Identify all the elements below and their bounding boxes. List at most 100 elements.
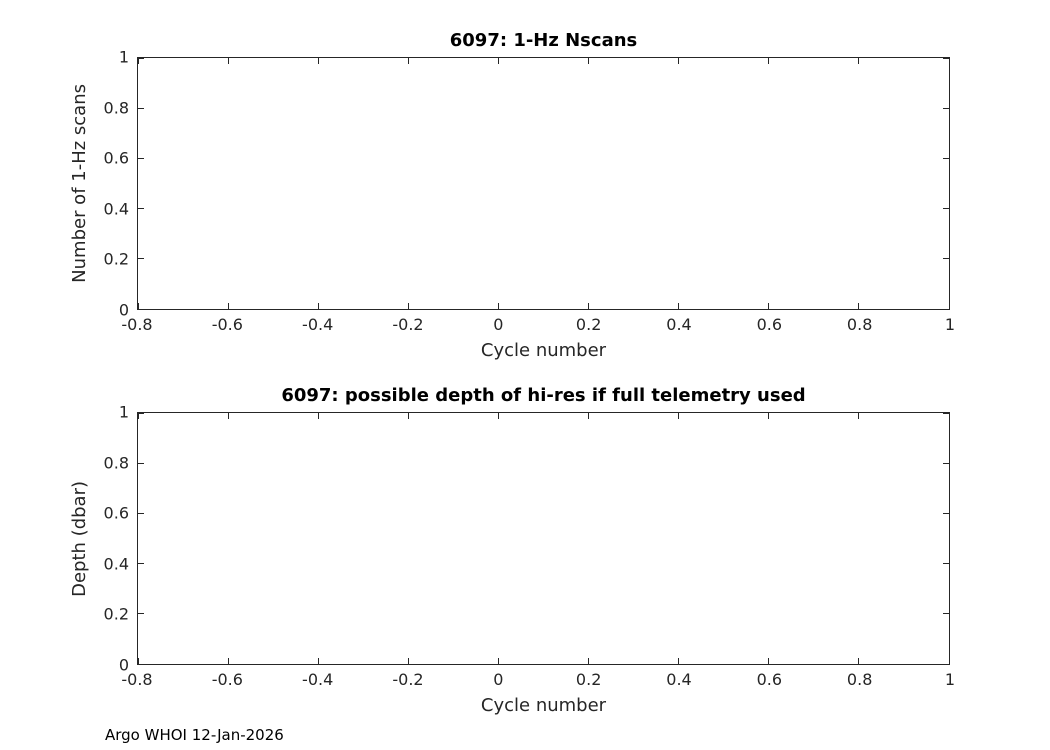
y-tick-mark bbox=[943, 107, 949, 109]
x-tick-mark bbox=[858, 413, 860, 419]
y-tick-mark bbox=[138, 107, 144, 109]
y-tick-label: 0.6 bbox=[103, 148, 129, 168]
x-tick-mark bbox=[948, 413, 950, 419]
y-tick-mark bbox=[943, 512, 949, 514]
x-tick-mark bbox=[768, 413, 770, 419]
x-tick-label: 0.6 bbox=[756, 315, 783, 334]
y-tick-mark bbox=[138, 258, 144, 260]
x-tick-mark bbox=[407, 658, 409, 664]
x-tick-mark bbox=[317, 413, 319, 419]
x-tick-label: -0.6 bbox=[211, 670, 243, 689]
x-tick-mark bbox=[678, 413, 680, 419]
y-tick-mark bbox=[138, 57, 144, 59]
y-tick-label: 0.4 bbox=[103, 199, 129, 219]
y-tick-mark bbox=[943, 57, 949, 59]
x-tick-label: 0.4 bbox=[666, 315, 692, 334]
y-tick-mark bbox=[138, 157, 144, 159]
x-tick-label: -0.6 bbox=[211, 315, 243, 334]
y-tick-label: 0 bbox=[118, 655, 129, 675]
y-tick-mark bbox=[138, 563, 144, 565]
x-tick-mark bbox=[497, 413, 499, 419]
plot-area bbox=[137, 57, 950, 310]
x-tick-mark bbox=[137, 303, 139, 309]
x-tick-mark bbox=[588, 658, 590, 664]
y-tick-label: 0.4 bbox=[103, 554, 129, 574]
x-tick-mark bbox=[407, 58, 409, 64]
chart-title: 6097: 1-Hz Nscans bbox=[449, 30, 638, 51]
x-axis-label: Cycle number bbox=[480, 340, 607, 361]
y-tick-labels: 0 0.2 0.4 0.6 0.8 1 bbox=[90, 403, 137, 675]
y-tick-mark bbox=[943, 462, 949, 464]
x-tick-label: -0.4 bbox=[302, 315, 334, 334]
x-tick-mark bbox=[858, 58, 860, 64]
y-tick-mark bbox=[138, 208, 144, 210]
y-tick-mark bbox=[138, 512, 144, 514]
x-tick-mark bbox=[678, 303, 680, 309]
y-tick-label: 0.8 bbox=[103, 453, 129, 473]
x-tick-label: 0.8 bbox=[846, 315, 873, 334]
y-tick-mark bbox=[943, 663, 949, 665]
x-tick-mark bbox=[227, 658, 229, 664]
x-tick-mark bbox=[948, 58, 950, 64]
x-tick-mark bbox=[588, 303, 590, 309]
x-tick-mark bbox=[407, 413, 409, 419]
x-tick-mark bbox=[407, 303, 409, 309]
y-tick-mark bbox=[943, 613, 949, 615]
x-tick-label: 0.8 bbox=[846, 670, 873, 689]
x-axis-label: Cycle number bbox=[480, 695, 607, 716]
x-tick-label: 0.4 bbox=[666, 670, 692, 689]
x-tick-mark bbox=[948, 658, 950, 664]
x-tick-labels: -0.8 -0.6 -0.4 -0.2 0 0.2 0.4 0.6 0.8 1 bbox=[121, 665, 955, 691]
x-tick-mark bbox=[497, 58, 499, 64]
y-axis-label: Depth (dbar) bbox=[69, 480, 90, 597]
y-tick-mark bbox=[943, 412, 949, 414]
x-tick-mark bbox=[317, 658, 319, 664]
x-tick-mark bbox=[768, 58, 770, 64]
y-tick-label: 0 bbox=[118, 300, 129, 320]
y-tick-mark bbox=[943, 157, 949, 159]
x-tick-label: -0.8 bbox=[121, 315, 153, 334]
y-tick-mark bbox=[138, 462, 144, 464]
x-tick-label: 0.6 bbox=[756, 670, 783, 689]
chart-title: 6097: possible depth of hi-res if full t… bbox=[281, 385, 806, 406]
x-tick-mark bbox=[768, 658, 770, 664]
y-tick-label: 0.2 bbox=[103, 249, 129, 269]
y-tick-mark bbox=[138, 412, 144, 414]
x-tick-mark bbox=[678, 58, 680, 64]
x-tick-mark bbox=[137, 58, 139, 64]
x-tick-mark bbox=[497, 303, 499, 309]
x-tick-mark bbox=[588, 413, 590, 419]
y-tick-mark bbox=[138, 613, 144, 615]
x-tick-label: 0.2 bbox=[575, 670, 602, 689]
x-tick-label: 0 bbox=[493, 670, 504, 689]
y-tick-mark bbox=[943, 308, 949, 310]
x-tick-mark bbox=[858, 658, 860, 664]
y-tick-label: 1 bbox=[118, 402, 129, 422]
y-tick-label: 0.2 bbox=[103, 604, 129, 624]
x-tick-mark bbox=[227, 303, 229, 309]
x-tick-mark bbox=[678, 658, 680, 664]
y-tick-mark bbox=[943, 258, 949, 260]
footer-text: Argo WHOI 12-Jan-2026 bbox=[105, 726, 284, 744]
x-tick-mark bbox=[497, 658, 499, 664]
x-tick-mark bbox=[317, 303, 319, 309]
x-tick-label: -0.2 bbox=[392, 315, 424, 334]
x-tick-mark bbox=[317, 58, 319, 64]
y-tick-mark bbox=[943, 208, 949, 210]
y-tick-labels: 0 0.2 0.4 0.6 0.8 1 bbox=[90, 48, 137, 320]
chart-depth: 6097: possible depth of hi-res if full t… bbox=[0, 372, 1050, 725]
x-tick-mark bbox=[588, 58, 590, 64]
x-tick-mark bbox=[137, 658, 139, 664]
chart-nscans: 6097: 1-Hz Nscans Number of 1-Hz scans 0… bbox=[0, 17, 1050, 370]
y-axis-label: Number of 1-Hz scans bbox=[69, 84, 90, 283]
y-tick-mark bbox=[943, 563, 949, 565]
y-tick-label: 0.8 bbox=[103, 98, 129, 118]
x-tick-mark bbox=[227, 58, 229, 64]
y-tick-mark bbox=[138, 663, 144, 665]
x-tick-label: 0.2 bbox=[575, 315, 602, 334]
x-tick-mark bbox=[768, 303, 770, 309]
y-tick-label: 1 bbox=[118, 47, 129, 67]
x-tick-label: 1 bbox=[944, 315, 956, 334]
x-tick-mark bbox=[227, 413, 229, 419]
